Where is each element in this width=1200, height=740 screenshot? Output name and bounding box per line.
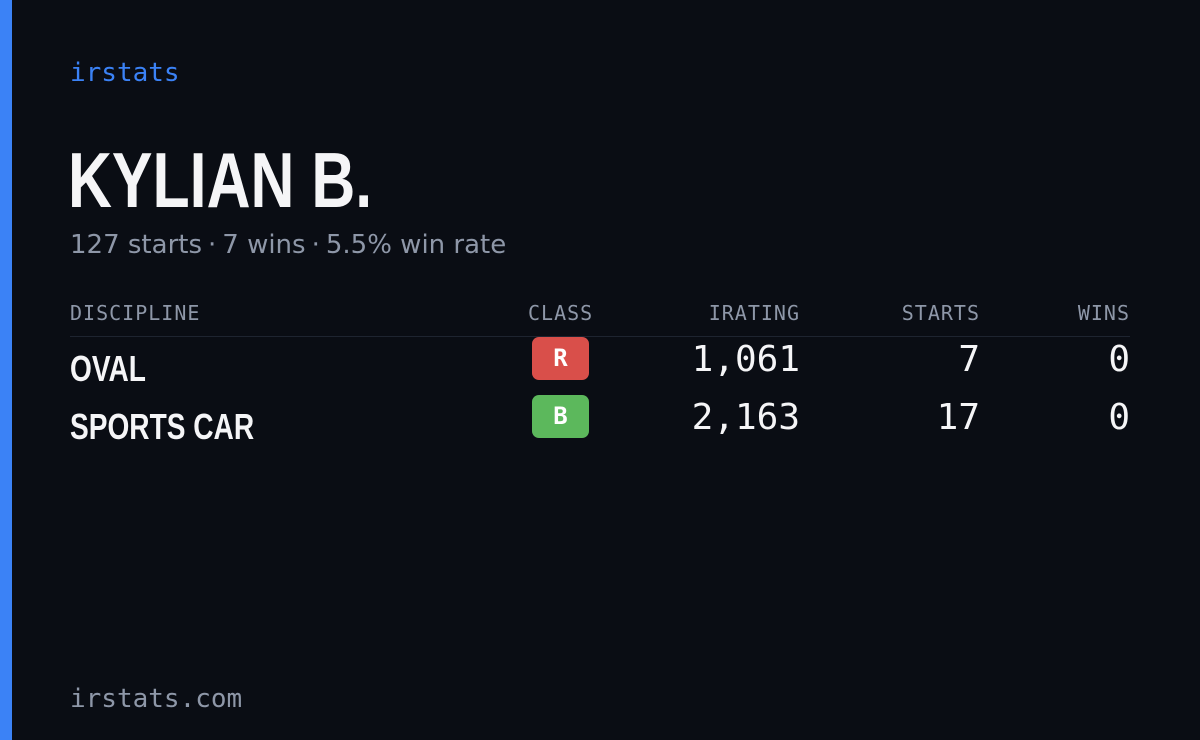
irating-value: 1,061 bbox=[691, 339, 800, 380]
table-row: SPORTS CAR B 2,163 17 0 bbox=[70, 395, 1130, 453]
discipline-name: SPORTS CAR bbox=[70, 406, 255, 447]
accent-bar bbox=[0, 0, 12, 740]
header-irating: IRATING bbox=[708, 301, 800, 325]
license-class-badge: R bbox=[532, 337, 589, 380]
irating-value: 2,163 bbox=[691, 397, 800, 438]
brand-logo: irstats bbox=[70, 58, 180, 88]
driver-summary: 127 starts · 7 wins · 5.5% win rate bbox=[70, 228, 506, 262]
driver-name: KYLIAN B. bbox=[68, 136, 373, 224]
starts-value: 7 bbox=[958, 339, 980, 380]
footer-url: irstats.com bbox=[70, 684, 243, 714]
wins-value: 0 bbox=[1108, 397, 1130, 438]
starts-value: 17 bbox=[936, 397, 980, 438]
wins-value: 0 bbox=[1108, 339, 1130, 380]
summary-win-rate: 5.5% win rate bbox=[325, 230, 507, 260]
table-row: OVAL R 1,061 7 0 bbox=[70, 337, 1130, 395]
summary-separator: · bbox=[208, 230, 217, 260]
header-wins: WINS bbox=[1077, 301, 1130, 325]
stats-table: DISCIPLINE CLASS IRATING STARTS WINS OVA… bbox=[70, 296, 1130, 453]
table-header: DISCIPLINE CLASS IRATING STARTS WINS bbox=[70, 296, 1130, 337]
license-class-badge: B bbox=[532, 395, 589, 438]
summary-starts: 127 starts bbox=[70, 230, 202, 260]
discipline-name: OVAL bbox=[70, 348, 146, 389]
summary-separator: · bbox=[311, 230, 320, 260]
header-discipline: DISCIPLINE bbox=[70, 301, 201, 325]
summary-wins: 7 wins bbox=[222, 230, 306, 260]
header-starts: STARTS bbox=[901, 301, 980, 325]
header-class: CLASS bbox=[528, 301, 594, 325]
